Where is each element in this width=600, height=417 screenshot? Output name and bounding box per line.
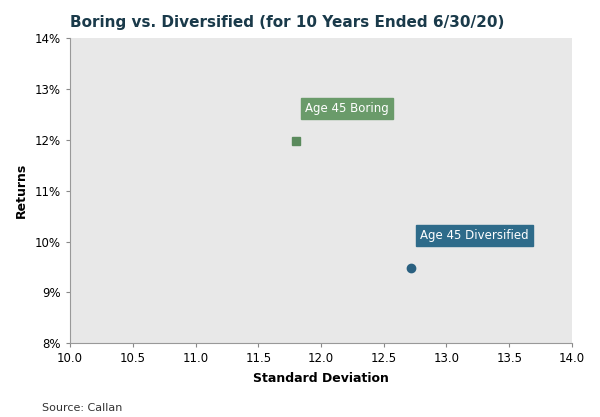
Text: Age 45 Diversified: Age 45 Diversified [420, 229, 529, 242]
X-axis label: Standard Deviation: Standard Deviation [253, 372, 389, 385]
Text: Source: Callan: Source: Callan [42, 403, 122, 413]
Text: Boring vs. Diversified (for 10 Years Ended 6/30/20): Boring vs. Diversified (for 10 Years End… [70, 15, 505, 30]
Y-axis label: Returns: Returns [15, 163, 28, 219]
Text: Age 45 Boring: Age 45 Boring [305, 102, 388, 115]
